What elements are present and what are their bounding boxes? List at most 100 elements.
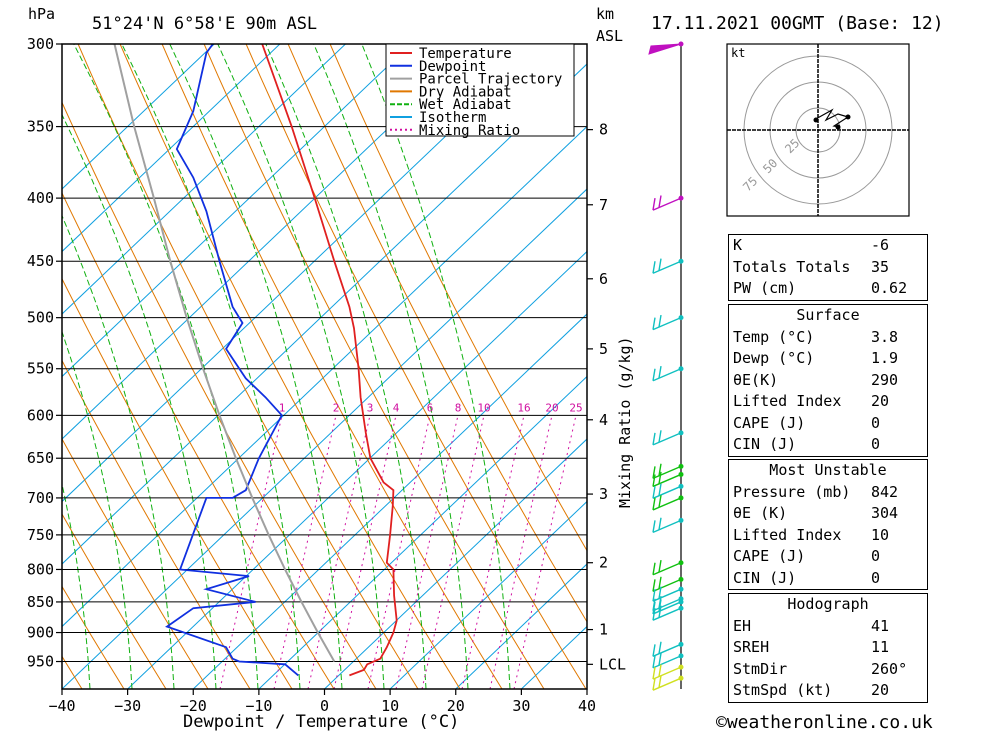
temperature-line [261, 44, 398, 677]
hodo-label: StmDir [733, 659, 788, 678]
wind-profile [648, 41, 684, 691]
surface-value: 0 [871, 413, 881, 432]
wet-adiabat [0, 44, 6, 689]
index-label: PW (cm) [733, 279, 797, 297]
wind-barb [652, 599, 684, 615]
y-tick-label: 350 [27, 118, 54, 136]
pressure-axis: 300 350 400 450 500 550 600 650 700 750 800 850 900 9… [27, 35, 62, 671]
hodo-value: 260° [871, 659, 908, 678]
surface-label: Dewp (°C) [733, 349, 815, 367]
x-tick-label: 30 [512, 697, 530, 715]
mu-label: CAPE (J) [733, 547, 806, 565]
height-tick-label: 3 [599, 485, 608, 503]
hodograph-trace [813, 108, 850, 128]
surface-row: θE(K) 290 [729, 370, 927, 392]
legend-label: Dewpoint [419, 59, 486, 75]
x-tick-label: 10 [381, 697, 399, 715]
wet-adiabat [121, 44, 301, 689]
mu-label: Lifted Index [733, 525, 842, 544]
height-axis: 8 7 6 5 4 3 2 1 LCL [587, 121, 626, 673]
isotherm-line [62, 63, 587, 565]
hodograph-point [813, 117, 819, 123]
hodo-row: StmDir 260° [729, 659, 927, 681]
dry-adiabat [62, 191, 335, 689]
height-tick-label: 8 [599, 121, 608, 139]
wind-barb [652, 560, 684, 576]
hodograph-point [835, 124, 841, 130]
y-tick-label: 600 [27, 406, 54, 424]
isotherm-line [62, 44, 412, 378]
wind-barb [652, 471, 684, 488]
index-label: K [733, 236, 743, 254]
surface-row: CAPE (J) 0 [729, 413, 927, 435]
wind-barb [652, 641, 684, 657]
wind-barb [652, 653, 684, 669]
surface-title: Surface [796, 306, 860, 324]
surface-row: Temp (°C) 3.8 [729, 327, 927, 349]
wind-barb [652, 576, 684, 593]
wind-barb [652, 586, 684, 602]
x-tick-label: −30 [114, 697, 141, 715]
parcel-line [113, 44, 336, 662]
wind-barb [652, 483, 684, 499]
isotherm-line [62, 44, 346, 315]
mixing-ratio-value: 20 [545, 401, 558, 414]
wind-barb [652, 495, 684, 511]
mixing-ratio-value: 16 [517, 401, 530, 414]
hodograph-table: Hodograph EH 41 SREH 11 StmDir 260° StmSpd (kt… [728, 593, 928, 703]
y-tick-label: 700 [27, 489, 54, 507]
mixing-ratio-value: 6 [427, 401, 434, 414]
mu-value: 842 [871, 482, 899, 501]
y-tick-label: 300 [27, 35, 54, 53]
hodo-row: EH 41 [729, 616, 927, 638]
wet-adiabat [169, 44, 343, 689]
wet-adiabat [62, 330, 133, 689]
hodo-label: StmSpd (kt) [733, 681, 833, 699]
isotherm-line [127, 250, 587, 689]
isotherm-line [389, 500, 587, 689]
dry-adiabat [62, 437, 209, 689]
most-unstable-title: Most Unstable [769, 461, 887, 479]
wind-barb [652, 195, 684, 211]
hodograph-table-title: Hodograph [787, 595, 869, 613]
hodo-value: 11 [871, 638, 890, 656]
dry-adiabat [287, 44, 587, 623]
mixing-ratio-line [395, 415, 459, 689]
wind-barb [652, 430, 684, 446]
surface-row: Lifted Index 20 [729, 391, 927, 413]
pressure-unit-label: hPa [28, 5, 55, 23]
x-tick-label: −10 [245, 697, 272, 715]
hodo-value: 20 [871, 681, 890, 699]
height-tick-label: 7 [599, 196, 608, 214]
isotherm-line [62, 125, 587, 628]
wet-adiabat [217, 44, 385, 689]
wind-barb [652, 605, 684, 621]
wet-adiabat [361, 44, 511, 689]
location-label: 51°24'N 6°58'E 90m ASL [92, 14, 317, 34]
mixing-ratio-labels: 1 2 3 4 6 8 10 16 20 25 [279, 401, 583, 414]
y-tick-label: 450 [27, 252, 54, 270]
height-tick-label: 2 [599, 554, 608, 572]
x-axis-title: Dewpoint / Temperature (°C) [183, 712, 459, 732]
surface-label: CAPE (J) [733, 413, 806, 432]
indices-table: K -6 Totals Totals 35 PW (cm) 0.62 [728, 234, 928, 301]
index-row: PW (cm) 0.62 [729, 278, 927, 300]
hodo-row: StmSpd (kt) 20 [729, 680, 927, 702]
surface-label: Temp (°C) [733, 327, 815, 346]
mu-value: 0 [871, 547, 881, 565]
wind-barb [648, 41, 684, 55]
mu-row: Pressure (mb) 842 [729, 482, 927, 504]
legend-box [385, 43, 575, 137]
wind-barb [652, 463, 684, 480]
mu-value: 0 [871, 568, 881, 587]
wet-adiabat [62, 482, 91, 689]
surface-value: 290 [871, 370, 899, 389]
mixing-ratio-line [461, 415, 525, 689]
legend-label: Parcel Trajectory [419, 72, 562, 88]
dry-adiabat [62, 101, 377, 689]
surface-value: 20 [871, 392, 890, 410]
wind-barb [652, 366, 684, 382]
dry-adiabat [62, 513, 167, 689]
dry-adiabat [161, 44, 503, 689]
